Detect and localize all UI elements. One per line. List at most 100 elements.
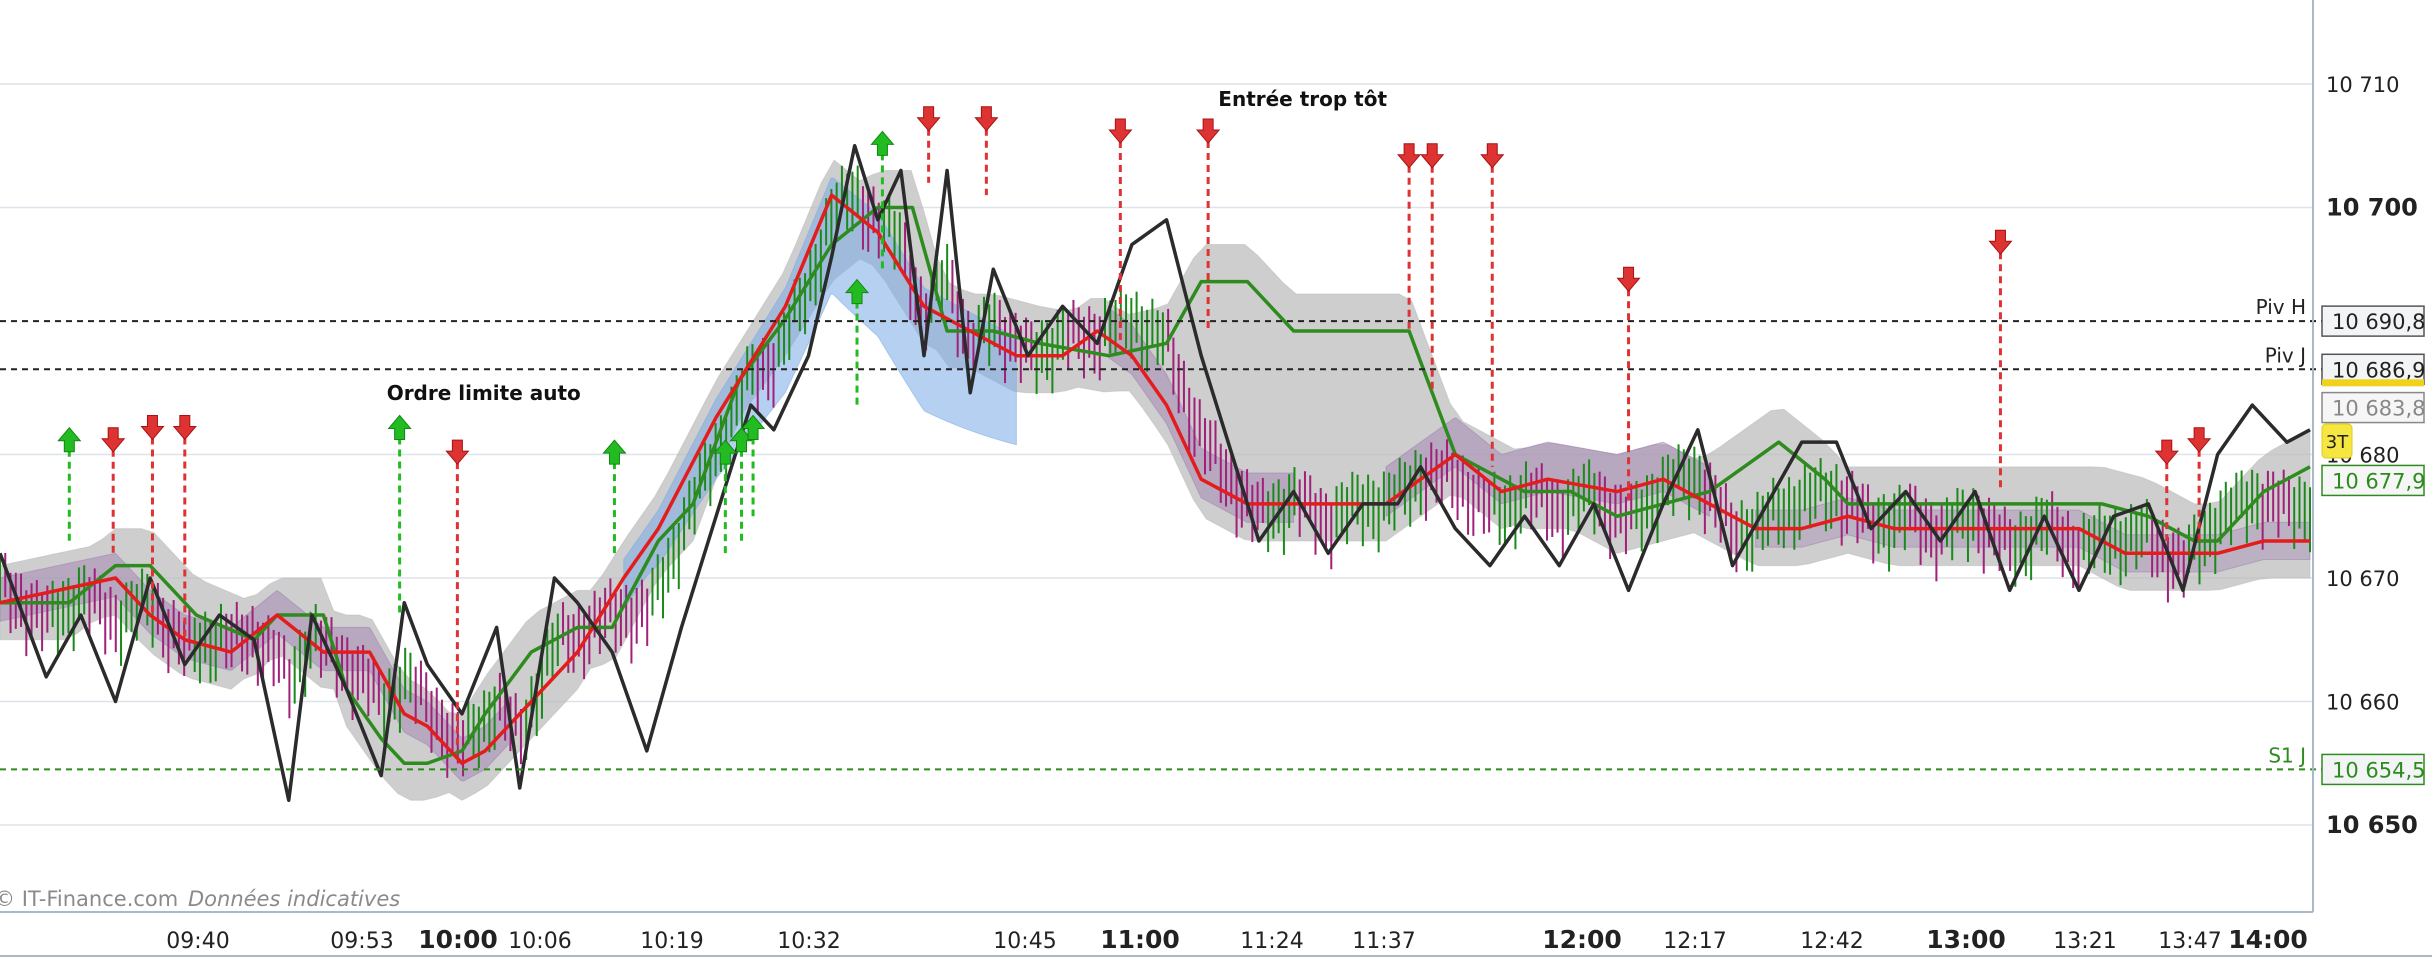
watermark-note: Données indicatives [188, 887, 400, 911]
arrow-down-icon [1108, 118, 1133, 144]
sell-signal[interactable] [101, 427, 126, 554]
pivot-levels: Piv H 10 690,8 Piv J 10 686,9 S1 J 10 654,5 10… [0, 295, 2426, 786]
badge-text: 3T [2326, 432, 2349, 453]
annotation-label: Ordre limite auto [387, 381, 581, 405]
x-tick-label: 10:19 [640, 929, 703, 954]
sell-signal[interactable] [1480, 143, 1505, 467]
x-tick-label: 10:00 [418, 925, 498, 954]
arrow-down-icon [1196, 118, 1221, 144]
hidden-tag-strip [2322, 379, 2424, 387]
arrow-up-icon [713, 439, 738, 465]
tenkan-line [0, 193, 2310, 765]
arrow-up-icon [602, 439, 627, 465]
arrow-up-icon [729, 427, 754, 453]
sell-signal[interactable] [1616, 266, 1641, 504]
y-tick-label: 10 660 [2326, 691, 2399, 715]
buy-signal[interactable] [713, 439, 738, 554]
x-tick-label: 09:40 [166, 929, 229, 954]
x-tick-label: 13:21 [2053, 929, 2116, 954]
arrow-down-icon [1397, 143, 1422, 169]
grid-lines [0, 83, 2313, 826]
x-tick-label: 11:24 [1240, 929, 1303, 954]
trade-signals[interactable] [57, 106, 2212, 751]
watermark-brand: © IT-Finance.com [0, 887, 178, 911]
price-value: 10 677,9 [2332, 469, 2426, 493]
arrow-down-icon [916, 106, 941, 132]
x-tick-label: 10:06 [508, 929, 571, 954]
kijun-line [0, 205, 2311, 765]
level-name: Piv J [2265, 343, 2306, 367]
sell-signal[interactable] [2154, 439, 2179, 541]
sell-signal[interactable] [1420, 143, 1445, 393]
x-tick-label: 10:45 [993, 929, 1056, 954]
cloud-purple-band [1108, 307, 1295, 523]
x-tick-label: 11:00 [1100, 925, 1180, 954]
annotation-label: Entrée trop tôt [1218, 87, 1387, 111]
sell-signal[interactable] [1108, 118, 1133, 344]
buy-signal[interactable] [57, 427, 82, 541]
sell-signal[interactable] [1988, 229, 2013, 492]
x-tick-label: 09:53 [330, 929, 393, 954]
arrow-down-icon [101, 427, 126, 453]
sell-signal[interactable] [916, 106, 941, 183]
level-name: S1 J [2268, 743, 2306, 767]
level-value-box [2321, 753, 2425, 786]
y-tick-label: 10 710 [2326, 73, 2399, 97]
x-tick-label: 10:32 [777, 929, 840, 954]
y-tick-label: 10 670 [2326, 567, 2399, 591]
x-tick-labels: 09:40 09:53 10:00 10:06 10:19 10:32 10:45 11:00… [166, 925, 2307, 954]
arrow-down-icon [974, 106, 999, 132]
cloud-purple-band [1385, 417, 1710, 518]
y-tick-label: 10 650 [2326, 811, 2418, 839]
indicator-lines [0, 144, 2311, 803]
buy-signal[interactable] [387, 414, 412, 616]
sell-signal[interactable] [172, 414, 197, 640]
sell-signal[interactable] [2187, 427, 2212, 541]
buy-signal[interactable] [870, 130, 895, 270]
sell-signal[interactable] [445, 439, 470, 751]
arrow-down-icon [445, 439, 470, 465]
arrow-down-icon [140, 414, 165, 441]
badge-background [2321, 423, 2353, 459]
arrow-down-icon [2187, 427, 2212, 453]
buy-signal[interactable] [729, 427, 754, 541]
level-value: 10 686,9 [2332, 358, 2426, 382]
arrow-down-icon [1480, 143, 1505, 169]
x-tick-label: 12:00 [1542, 925, 1622, 954]
arrow-up-icon [740, 414, 766, 440]
x-tick-label: 11:37 [1352, 929, 1415, 954]
x-tick-label: 13:00 [1926, 925, 2006, 954]
buy-signal[interactable] [844, 278, 870, 406]
arrow-up-icon [57, 427, 82, 453]
buy-signal[interactable] [602, 439, 627, 554]
x-tick-label: 12:42 [1800, 929, 1863, 954]
arrow-up-icon [387, 414, 412, 440]
arrow-down-icon [2154, 439, 2179, 465]
arrow-down-icon [172, 414, 197, 441]
x-tick-label: 13:47 [2158, 929, 2221, 954]
price-value-box [2321, 391, 2425, 424]
buy-signal[interactable] [740, 414, 766, 517]
arrow-down-icon [1988, 229, 2013, 255]
level-value: 10 690,8 [2332, 310, 2426, 334]
sell-signal[interactable] [974, 106, 999, 196]
arrow-up-icon [844, 278, 870, 305]
sell-signal[interactable] [1196, 118, 1221, 331]
badge-3t: 3T [2321, 423, 2353, 459]
watermark-brand-text: IT-Finance.com [22, 887, 179, 911]
level-name: Piv H [2256, 295, 2306, 319]
sell-signal[interactable] [1397, 143, 1422, 331]
level-value: 10 654,5 [2332, 758, 2426, 782]
arrow-down-icon [1616, 266, 1641, 293]
arrow-up-icon [870, 130, 895, 156]
price-value: 10 683,8 [2332, 397, 2426, 421]
watermark: © IT-Finance.com Données indicatives [0, 887, 400, 911]
sell-signal[interactable] [140, 414, 165, 616]
y-tick-label: 10 700 [2326, 194, 2418, 222]
x-tick-label: 14:00 [2228, 925, 2308, 954]
annotations: Entrée trop tôt Ordre limite auto [387, 87, 1388, 405]
level-value-box [2321, 305, 2425, 337]
